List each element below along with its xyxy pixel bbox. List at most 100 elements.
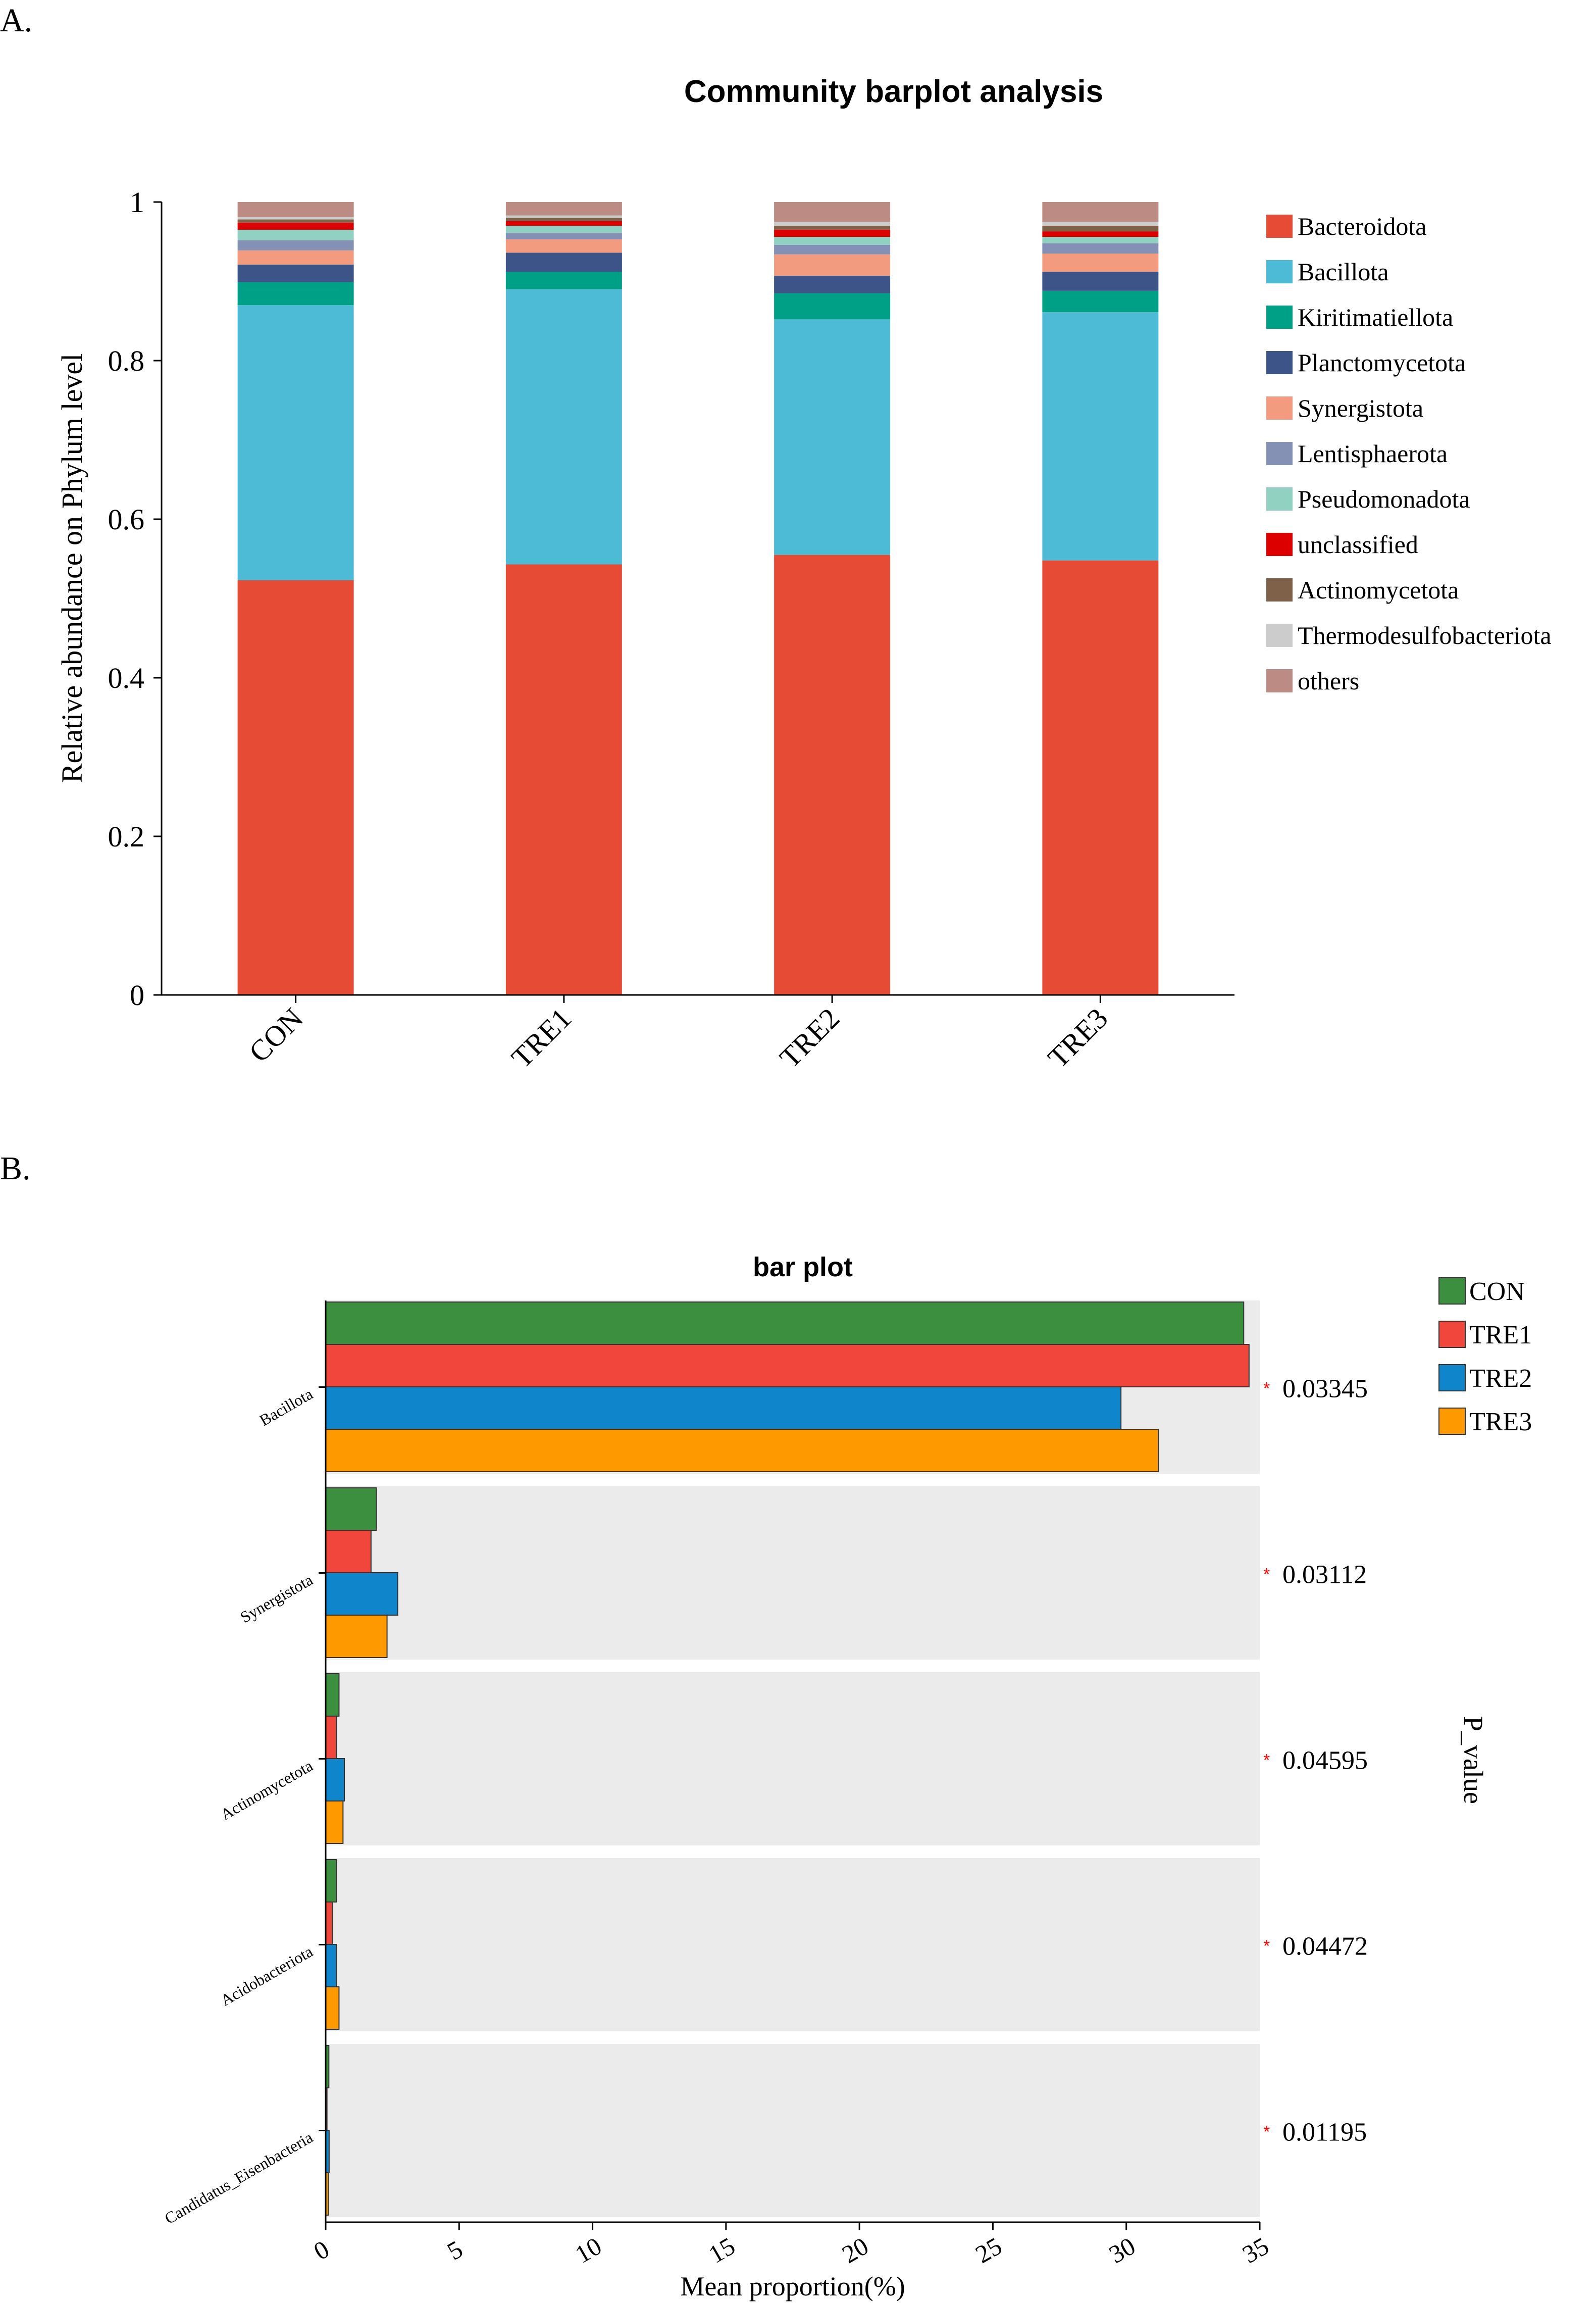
- legend-label-bacteroidota: Bacteroidota: [1298, 212, 1426, 240]
- p-value-synergistota: 0.03112: [1282, 1561, 1367, 1589]
- y-tick-label-0: 0: [130, 979, 144, 1012]
- chart-a-legend: Bacteroidota Bacillota Kiritimatiellota Pla…: [1266, 212, 1552, 695]
- legend-label-kiritimatiellota: Kiritimatiellota: [1298, 303, 1453, 331]
- bar-bacillota-tre1: [325, 1344, 1250, 1387]
- bar-segment-tre1-lentisphaerota: [505, 233, 622, 239]
- bar-segment-con-others: [237, 202, 354, 217]
- bar-segment-tre3-planctomycetota: [1042, 272, 1159, 291]
- significance-star-acidobacteriota: *: [1263, 1937, 1270, 1956]
- bar-segment-tre1-bacillota: [505, 289, 622, 565]
- legend-label-planctomycetota: Planctomycetota: [1298, 348, 1466, 377]
- bar-segment-tre3-unclassified: [1042, 231, 1159, 237]
- p-value-actinomycetota: 0.04595: [1282, 1746, 1368, 1775]
- legend-swatch-tre3: [1438, 1408, 1466, 1435]
- legend-label-tre1: TRE1: [1469, 1321, 1532, 1349]
- category-panel-actinomycetota: [326, 1672, 1260, 1845]
- bar-actinomycetota-tre2: [325, 1758, 345, 1801]
- significance-star-actinomycetota: *: [1263, 1751, 1270, 1770]
- legend-swatch-thermodesulfobacteriota: [1266, 624, 1293, 647]
- bar-segment-con-unclassified: [237, 222, 354, 230]
- legend-swatch-tre2: [1438, 1364, 1466, 1391]
- bar-segment-tre2-others: [774, 202, 891, 222]
- y-tick-label-5: 1: [130, 186, 144, 219]
- legend-swatch-synergistota: [1266, 396, 1293, 420]
- bar-segment-tre3-synergistota: [1042, 254, 1159, 272]
- bar-segment-tre1-kiritimatiellota: [505, 272, 622, 289]
- p-value-acidobacteriota: 0.04472: [1282, 1932, 1368, 1961]
- bar-segment-tre2-synergistota: [774, 254, 891, 276]
- legend-label-con: CON: [1469, 1277, 1525, 1306]
- bar-segment-tre3-kiritimatiellota: [1042, 290, 1159, 313]
- category-panel-acidobacteriota: [326, 1858, 1260, 2031]
- bar-segment-con-bacillota: [237, 305, 354, 580]
- bar-segment-con-actinomycetota: [237, 219, 354, 223]
- bar-segment-tre2-thermodesulfobacteriota: [774, 222, 891, 226]
- legend-swatch-actinomycetota: [1266, 578, 1293, 602]
- legend-swatch-con: [1438, 1277, 1466, 1305]
- legend-label-thermodesulfobacteriota: Thermodesulfobacteriota: [1298, 621, 1552, 649]
- chart-b-bars: [325, 1301, 1250, 2216]
- bar-segment-tre3-bacteroidota: [1042, 560, 1159, 995]
- legend-swatch-lentisphaerota: [1266, 442, 1293, 465]
- bar-segment-tre1-pseudomonadota: [505, 226, 622, 233]
- bar-segment-tre3-lentisphaerota: [1042, 243, 1159, 254]
- legend-label-others: others: [1298, 667, 1359, 695]
- bar-segment-con-lentisphaerota: [237, 240, 354, 251]
- bar-synergistota-tre3: [325, 1615, 388, 1658]
- bar-segment-tre3-bacillota: [1042, 312, 1159, 561]
- legend-label-bacillota: Bacillota: [1298, 258, 1389, 286]
- bar-segment-tre3-thermodesulfobacteriota: [1042, 222, 1159, 226]
- bar-segment-tre1-thermodesulfobacteriota: [505, 215, 622, 218]
- legend-swatch-kiritimatiellota: [1266, 306, 1293, 329]
- legend-label-lentisphaerota: Lentisphaerota: [1298, 439, 1448, 468]
- bar-actinomycetota-tre1: [325, 1716, 337, 1759]
- legend-label-synergistota: Synergistota: [1298, 394, 1423, 422]
- bar-segment-tre1-actinomycetota: [505, 218, 622, 221]
- bar-acidobacteriota-tre2: [325, 1944, 337, 1987]
- chart-a-y-axis-label: Relative abundance on Phylum level: [56, 354, 88, 783]
- bar-bacillota-tre2: [325, 1386, 1122, 1430]
- significance-star-candidatus-eisenbacteria: *: [1263, 2123, 1270, 2142]
- chart-a-title: Community barplot analysis: [684, 74, 1103, 109]
- legend-swatch-bacteroidota: [1266, 215, 1293, 238]
- chart-b-x-axis-label: Mean proportion(%): [680, 2271, 905, 2301]
- panel-a-label: A.: [0, 2, 32, 39]
- bar-segment-tre2-planctomycetota: [774, 276, 891, 293]
- bar-segment-tre2-actinomycetota: [774, 226, 891, 230]
- bar-segment-tre3-pseudomonadota: [1042, 237, 1159, 243]
- bar-segment-con-planctomycetota: [237, 265, 354, 282]
- bar-segment-tre2-lentisphaerota: [774, 244, 891, 255]
- legend-label-pseudomonadota: Pseudomonadota: [1298, 485, 1470, 513]
- bar-segment-con-synergistota: [237, 250, 354, 265]
- bar-segment-tre2-bacillota: [774, 319, 891, 555]
- p-value-candidatus-eisenbacteria: 0.01195: [1282, 2118, 1367, 2147]
- bar-segment-tre3-actinomycetota: [1042, 226, 1159, 232]
- bar-segment-con-thermodesulfobacteriota: [237, 217, 354, 220]
- panel-b-label: B.: [0, 1150, 31, 1187]
- bar-acidobacteriota-con: [325, 1859, 337, 1903]
- bar-segment-con-pseudomonadota: [237, 229, 354, 240]
- legend-swatch-bacillota: [1266, 260, 1293, 283]
- legend-swatch-pseudomonadota: [1266, 487, 1293, 511]
- legend-label-tre2: TRE2: [1469, 1364, 1532, 1393]
- bar-plot-chart: bar plot BacillotaSynergistotaActinomyce…: [162, 1252, 1532, 2301]
- bar-synergistota-con: [325, 1487, 377, 1531]
- bar-bacillota-con: [325, 1301, 1245, 1345]
- bar-segment-con-bacteroidota: [237, 580, 354, 995]
- bar-segment-tre1-unclassified: [505, 221, 622, 226]
- community-barplot-chart: Community barplot analysis Relative abun…: [56, 74, 1552, 1074]
- legend-swatch-unclassified: [1266, 533, 1293, 556]
- chart-b-p-values: * 0.03345 * 0.03112 * 0.04595 * 0.04472 * 0.01195: [1263, 1375, 1368, 2147]
- bar-actinomycetota-tre3: [325, 1800, 344, 1844]
- bar-segment-tre3-others: [1042, 202, 1159, 222]
- bar-segment-tre2-unclassified: [774, 229, 891, 237]
- bar-segment-tre1-others: [505, 202, 622, 216]
- category-panel-candidatus-eisenbacteria: [326, 2044, 1260, 2217]
- legend-swatch-planctomycetota: [1266, 351, 1293, 374]
- bar-segment-tre2-pseudomonadota: [774, 237, 891, 245]
- y-tick-label-2: 0.4: [108, 662, 145, 694]
- bar-segment-tre1-bacteroidota: [505, 564, 622, 995]
- chart-b-p-value-title: P_value: [1458, 1716, 1488, 1804]
- chart-b-title: bar plot: [753, 1252, 853, 1282]
